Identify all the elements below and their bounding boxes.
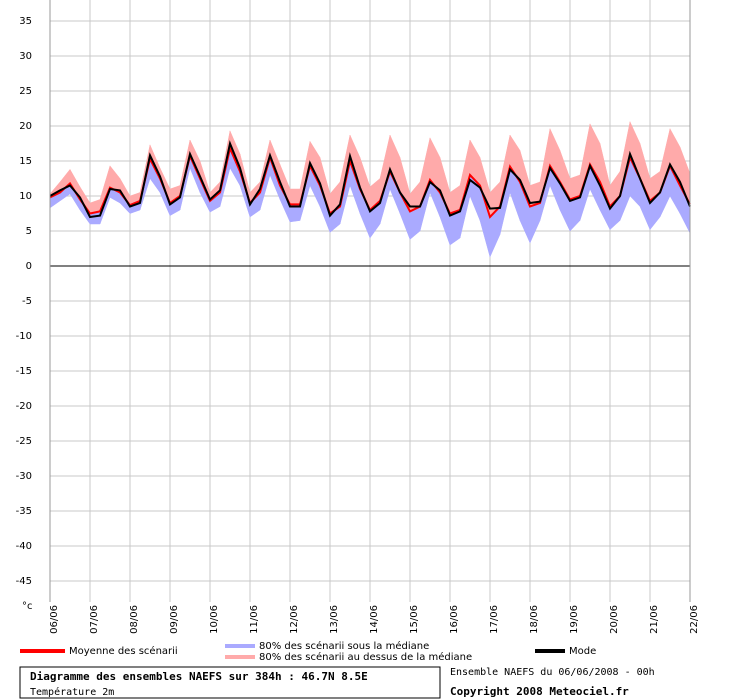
x-tick-label: 07/06 xyxy=(89,605,100,634)
y-tick-label: 15 xyxy=(19,156,32,167)
y-unit: °c xyxy=(22,601,33,612)
y-tick-label: -15 xyxy=(16,366,32,377)
y-tick-label: -30 xyxy=(16,471,32,482)
y-tick-label: 20 xyxy=(19,121,32,132)
y-tick-label: 35 xyxy=(19,16,32,27)
x-tick-label: 20/06 xyxy=(609,605,620,634)
y-tick-label: 5 xyxy=(26,226,32,237)
footer-copyright: Copyright 2008 Meteociel.fr xyxy=(450,685,629,698)
legend-label: 80% des scénarii au dessus de la médiane xyxy=(259,651,472,663)
band-upper xyxy=(289,188,301,205)
x-tick-label: 16/06 xyxy=(449,605,460,634)
legend-label: Mode xyxy=(569,646,596,657)
y-tick-label: -5 xyxy=(22,296,32,307)
y-tick-label: -10 xyxy=(16,331,32,342)
x-tick-label: 17/06 xyxy=(489,605,500,634)
x-tick-label: 06/06 xyxy=(49,605,60,634)
y-tick-label: -35 xyxy=(16,506,32,517)
footer-box xyxy=(19,666,441,699)
series-line xyxy=(49,140,691,219)
x-tick-label: 13/06 xyxy=(329,605,340,634)
legend-label: Moyenne des scénarii xyxy=(69,645,178,657)
x-tick-label: 18/06 xyxy=(529,605,540,634)
footer-title: Diagramme des ensembles NAEFS sur 384h :… xyxy=(30,670,368,683)
y-tick-label: -40 xyxy=(16,541,32,552)
x-tick-label: 22/06 xyxy=(689,605,700,634)
y-tick-label: 30 xyxy=(19,51,32,62)
footer-run: Ensemble NAEFS du 06/06/2008 - 00h xyxy=(450,667,655,678)
x-tick-label: 15/06 xyxy=(409,605,420,634)
y-tick-label: 25 xyxy=(19,86,32,97)
legend-label: 80% des scénarii sous la médiane xyxy=(259,640,429,652)
x-tick-label: 10/06 xyxy=(209,605,220,634)
y-tick-label: 0 xyxy=(26,261,32,272)
footer-subtitle: Température 2m xyxy=(30,686,114,698)
band-lower xyxy=(529,202,541,244)
x-tick-label: 21/06 xyxy=(649,605,660,634)
y-tick-label: -45 xyxy=(16,576,32,587)
x-tick-label: 19/06 xyxy=(569,605,580,634)
x-tick-label: 09/06 xyxy=(169,605,180,634)
x-tick-label: 14/06 xyxy=(369,605,380,634)
x-tick-label: 08/06 xyxy=(129,605,140,634)
y-tick-label: -25 xyxy=(16,436,32,447)
y-tick-label: -20 xyxy=(16,401,32,412)
x-tick-label: 12/06 xyxy=(289,605,300,634)
x-tick-label: 11/06 xyxy=(249,605,260,634)
band-upper xyxy=(449,185,461,214)
y-tick-label: 10 xyxy=(19,191,32,202)
